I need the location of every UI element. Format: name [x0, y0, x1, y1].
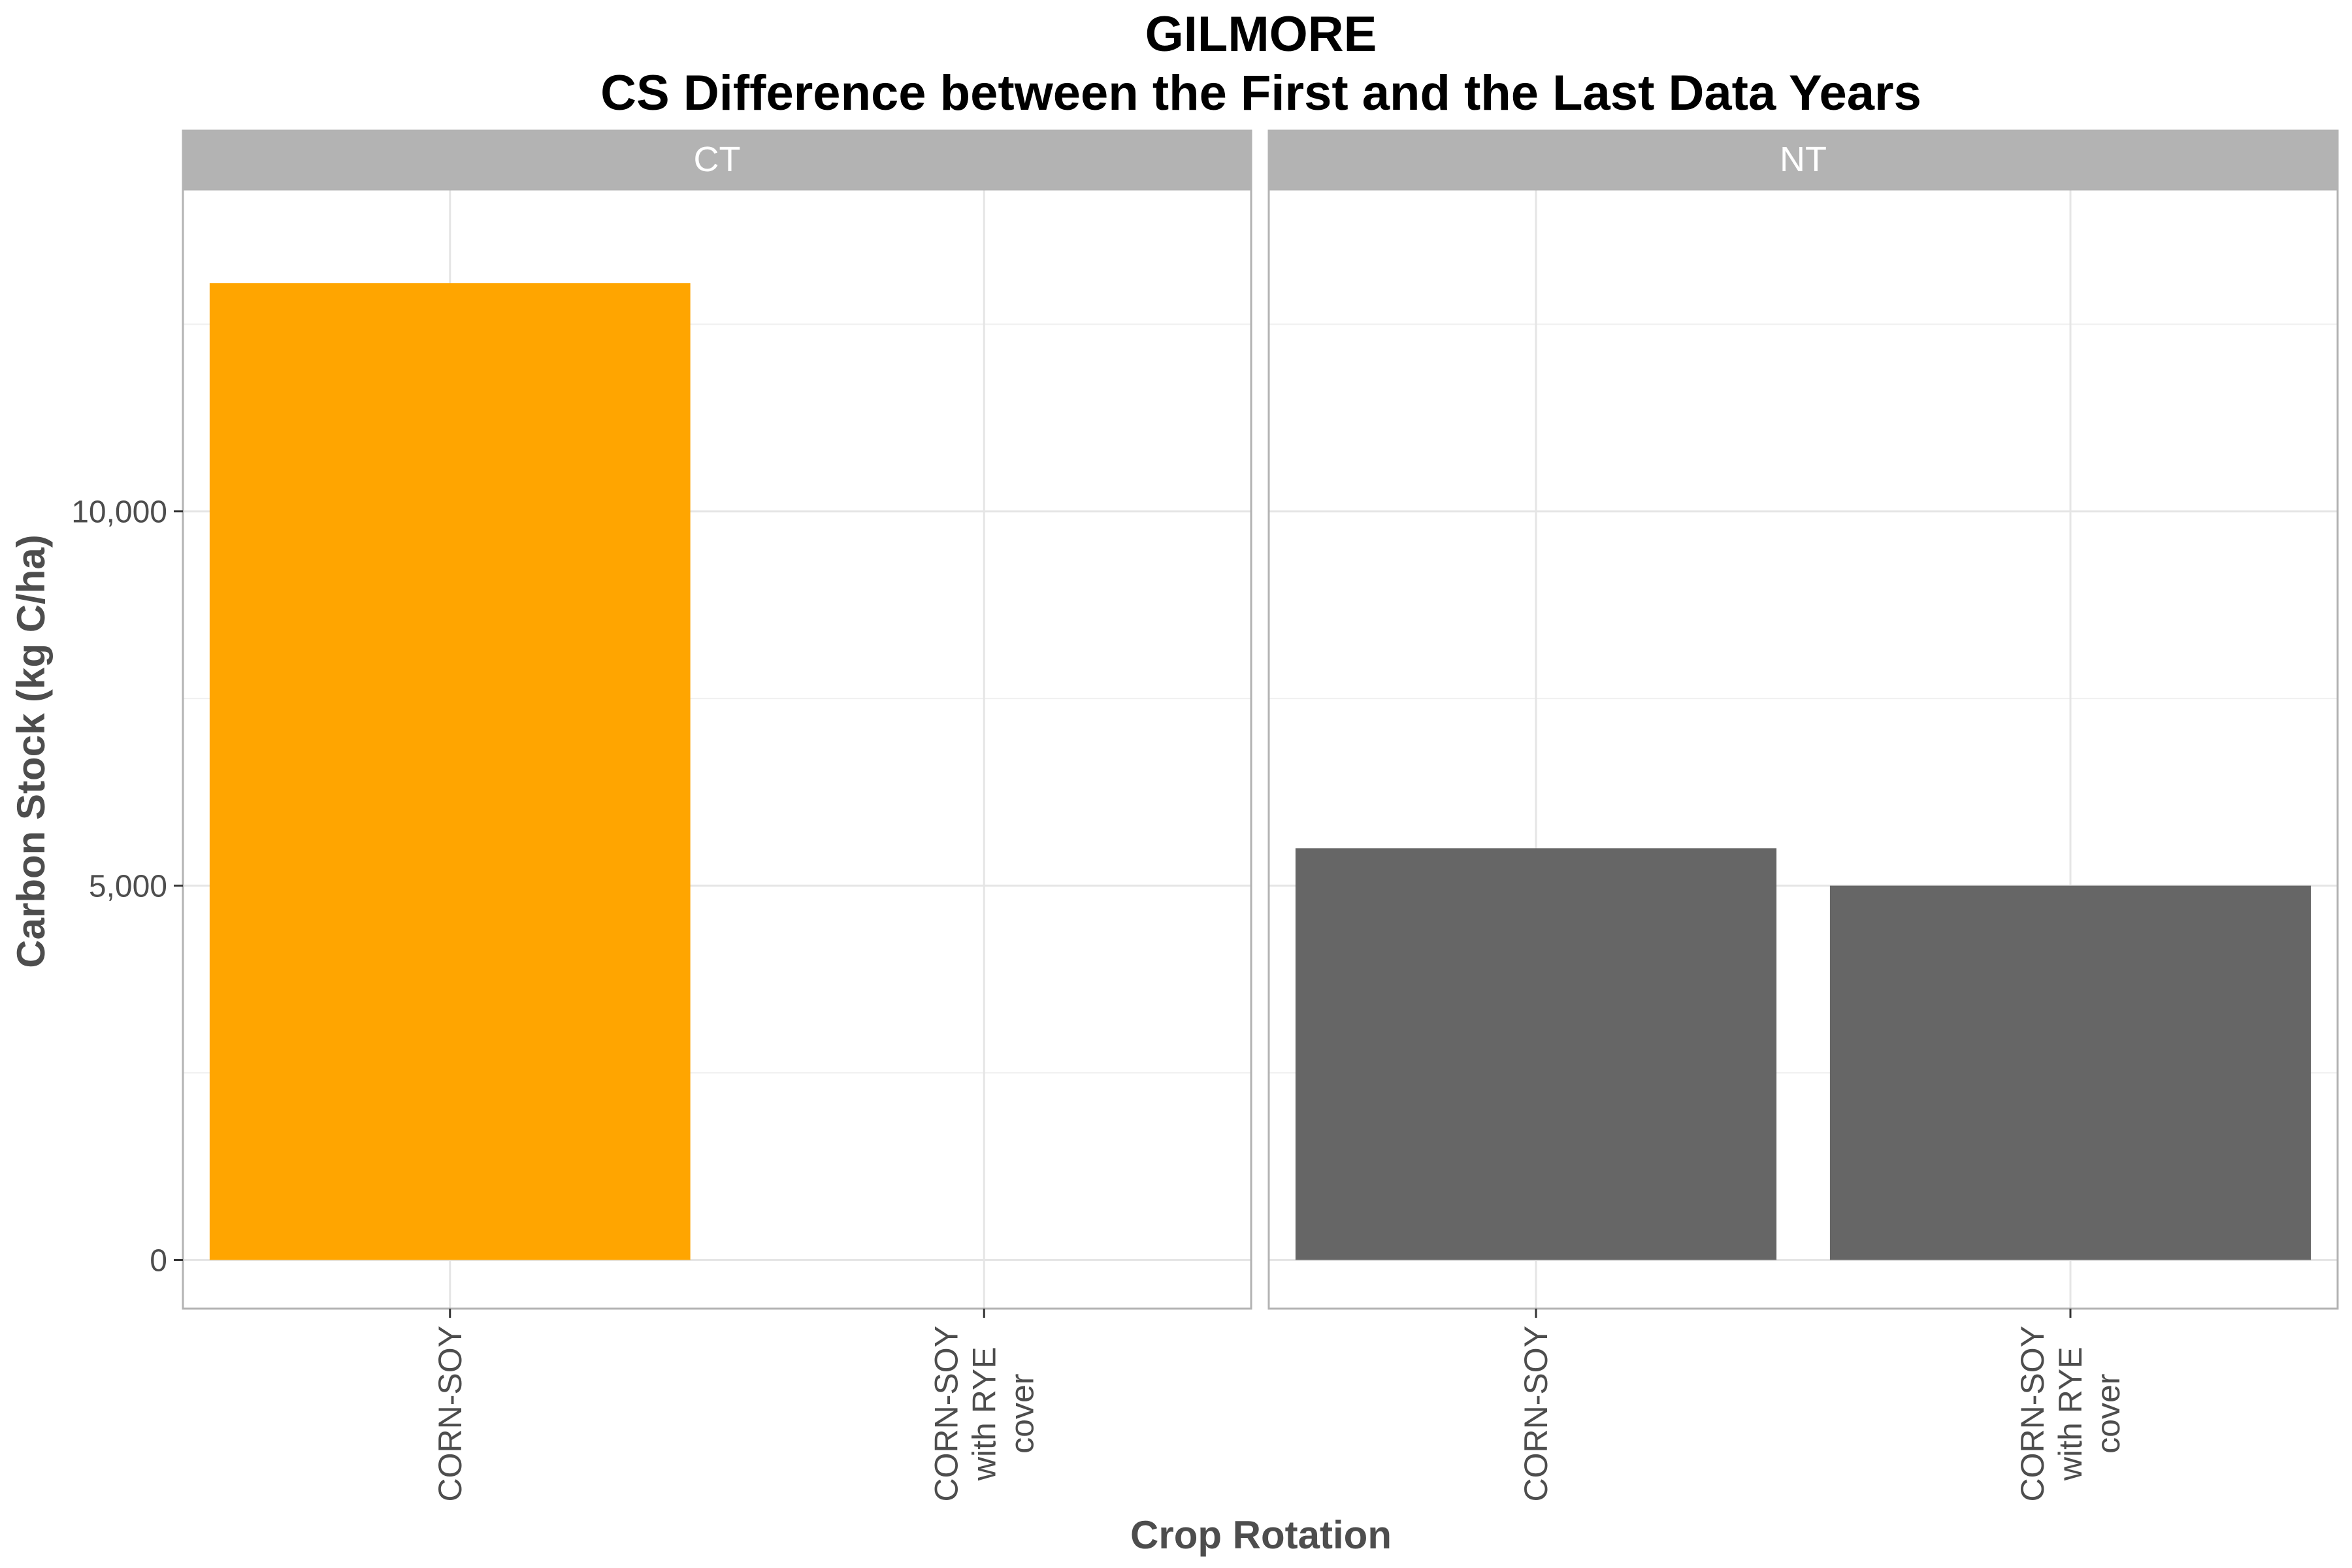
facet-strip	[182, 129, 1252, 191]
x-tick-label: CORN-SOY	[1518, 1326, 1554, 1501]
bar-nt-1	[1295, 848, 1777, 1260]
facet-strip-label: CT	[694, 140, 741, 179]
x-tick-label-line: cover	[1004, 1374, 1040, 1454]
x-tick-label-line: CORN-SOY	[2014, 1326, 2051, 1501]
x-tick-label-line: CORN-SOY	[1518, 1326, 1554, 1501]
chart-title: GILMORE	[1145, 7, 1377, 62]
y-axis-title: Carbon Stock (kg C/ha)	[9, 534, 53, 968]
facet-strip-label: NT	[1780, 140, 1827, 179]
x-tick-label-line: with RYE	[2052, 1347, 2089, 1481]
x-tick-label: CORN-SOYwith RYEcover	[928, 1326, 1040, 1501]
x-tick-label: CORN-SOYwith RYEcover	[2014, 1326, 2127, 1501]
x-axis-title: Crop Rotation	[1130, 1513, 1392, 1557]
x-tick-label-line: cover	[2090, 1374, 2127, 1454]
y-tick-label: 10,000	[71, 495, 167, 530]
chart-subtitle: CS Difference between the First and the …	[600, 65, 1921, 121]
facet-strip	[1267, 129, 2339, 191]
bar-ct-1	[209, 283, 691, 1260]
x-tick-label-line: with RYE	[966, 1347, 1002, 1481]
x-tick-label: CORN-SOY	[432, 1326, 468, 1501]
y-axis: 0 5,000 10,000	[71, 495, 183, 1279]
y-tick-label: 0	[150, 1244, 167, 1279]
x-tick-label-line: CORN-SOY	[928, 1326, 964, 1501]
y-tick-label: 5,000	[89, 870, 167, 904]
bar-nt-2	[1829, 885, 2311, 1260]
x-tick-label-line: CORN-SOY	[432, 1326, 468, 1501]
